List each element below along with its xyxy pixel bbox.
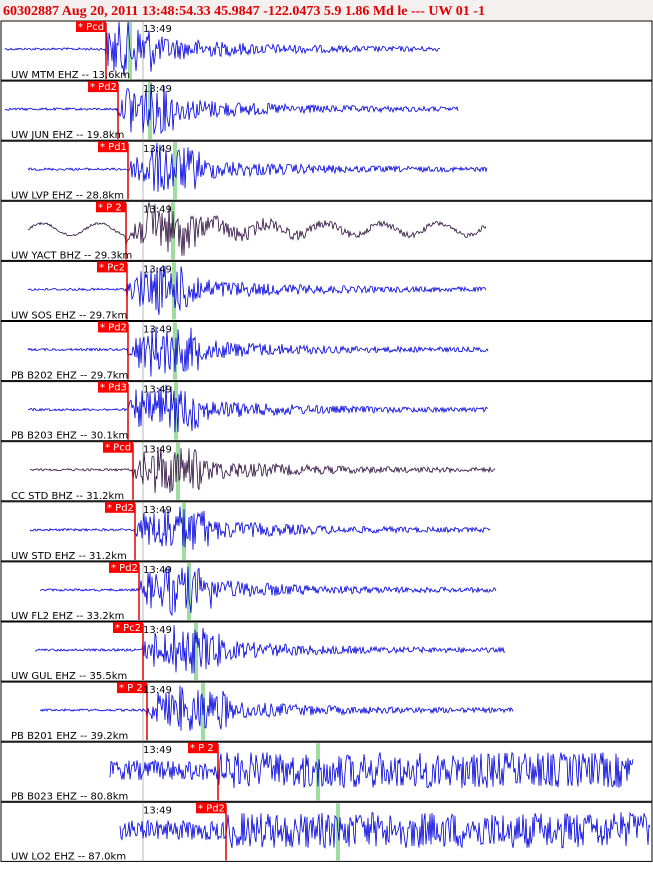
waveform [29,506,491,550]
pick-label: * Pcd [78,22,104,33]
channel-label: UW GUL EHZ -- 35.5km [11,671,127,682]
channel-label: PB B203 EHZ -- 30.1km [11,431,128,442]
trace-panel: * Pd2 13:49 UW JUN EHZ -- 19.8km [0,80,653,141]
trace-panel: * Pd2 13:49 UW LO2 EHZ -- 87.0km [0,801,653,862]
trace-panel: * Pd2 13:49 PB B202 EHZ -- 29.7km [0,321,653,382]
time-label: 13:49 [143,204,172,215]
waveform [28,384,489,433]
time-label: 13:49 [143,805,172,816]
waveform [34,625,506,674]
pick-flag [88,81,118,93]
pick-label: * Pc2 [115,623,141,634]
channel-label: UW JUN EHZ -- 19.8km [11,130,124,141]
pick-label: * Pd2 [198,803,225,814]
pick-label: * Pd2 [90,82,117,93]
panel-frame [0,621,653,682]
waveform [27,202,487,256]
trace-panel: * Pd2 13:49 UW FL2 EHZ -- 33.2km [0,561,653,622]
pick-flag [188,742,218,754]
pick-flag [117,682,147,694]
channel-label: UW LO2 EHZ -- 87.0km [11,851,126,862]
trace-panel: * P 2 13:49 PB B201 EHZ -- 39.2km [0,681,653,742]
pick-flag [96,201,126,213]
channel-label: PB B201 EHZ -- 39.2km [11,731,128,742]
pick-flag [109,561,139,573]
waveform [39,685,514,731]
time-label: 13:49 [143,565,172,576]
channel-label: UW SOS EHZ -- 29.7km [11,311,127,322]
pick-label: * Pd3 [100,383,127,394]
time-label: 13:49 [143,325,172,336]
time-label: 13:49 [143,745,172,756]
channel-label: CC STD BHZ -- 31.2km [11,491,124,502]
pick-flag [76,21,106,32]
pick-flag [196,802,226,814]
trace-panel: * Pc2 13:49 UW GUL EHZ -- 35.5km [0,621,653,682]
waveform [27,142,488,192]
time-label: 13:49 [143,144,172,155]
trace-panel: * Pcd 13:49 CC STD BHZ -- 31.2km [0,441,653,502]
time-label: 13:49 [143,24,172,35]
pick-flag [98,381,128,393]
pick-label: * Pd2 [100,323,127,334]
waveform [29,446,496,494]
pick-label: * Pd2 [107,503,134,514]
waveform [4,21,441,77]
channel-label: UW STD EHZ -- 31.2km [11,551,127,562]
trace-panel: * P 2 13:49 PB B023 EHZ -- 80.8km [0,741,653,802]
channel-label: UW LVP EHZ -- 28.8km [11,190,124,201]
channel-label: UW FL2 EHZ -- 33.2km [11,611,124,622]
panel-frame [0,681,653,742]
pick-flag [98,141,128,153]
pick-label: * P 2 [98,202,122,213]
time-label: 13:49 [143,625,172,636]
trace-panel: * Pc2 13:49 UW SOS EHZ -- 29.7km [0,260,653,322]
time-label: 13:49 [143,385,172,396]
pick-label: * Pd2 [111,563,138,574]
waveform [4,83,459,135]
panel-frame [0,80,653,141]
pick-flag [103,441,133,453]
channel-label: UW MTM EHZ -- 13.6km [11,70,130,81]
time-label: 13:49 [143,685,172,696]
header-bar [0,0,653,20]
waveform [109,751,634,789]
waveform [40,565,497,617]
trace-panel: * Pcd 13:49 UW MTM EHZ -- 13.6km [0,20,653,81]
trace-panel: * P 2 13:49 UW YACT BHZ -- 29.3km [0,200,653,261]
pick-flag [113,622,143,633]
trace-panel: * Pd3 13:49 PB B203 EHZ -- 30.1km [0,381,653,442]
waveform [27,326,489,377]
panel-frame [0,801,653,862]
time-label: 13:49 [143,264,172,275]
pick-flag [97,261,127,273]
pick-flag [105,501,135,513]
time-label: 13:49 [143,445,172,456]
waveform [119,811,651,849]
pick-label: * P 2 [119,683,143,694]
trace-panel: * Pd1 13:49 UW LVP EHZ -- 28.8km [0,140,653,201]
pick-flag [98,321,128,333]
pick-label: * Pc2 [99,262,125,273]
channel-label: PB B202 EHZ -- 29.7km [11,371,128,382]
time-label: 13:49 [143,505,172,516]
channel-label: PB B023 EHZ -- 80.8km [11,791,128,802]
pick-label: * Pd1 [100,142,127,153]
trace-panel: * Pd2 13:49 UW STD EHZ -- 31.2km [0,501,653,562]
waveform [27,265,487,315]
pick-label: * P 2 [190,743,214,754]
channel-label: UW YACT BHZ -- 29.3km [11,250,132,261]
event-header: 60302887 Aug 20, 2011 13:48:54.33 45.984… [3,4,485,19]
time-label: 13:49 [143,84,172,95]
pick-label: * Pcd [105,443,131,454]
